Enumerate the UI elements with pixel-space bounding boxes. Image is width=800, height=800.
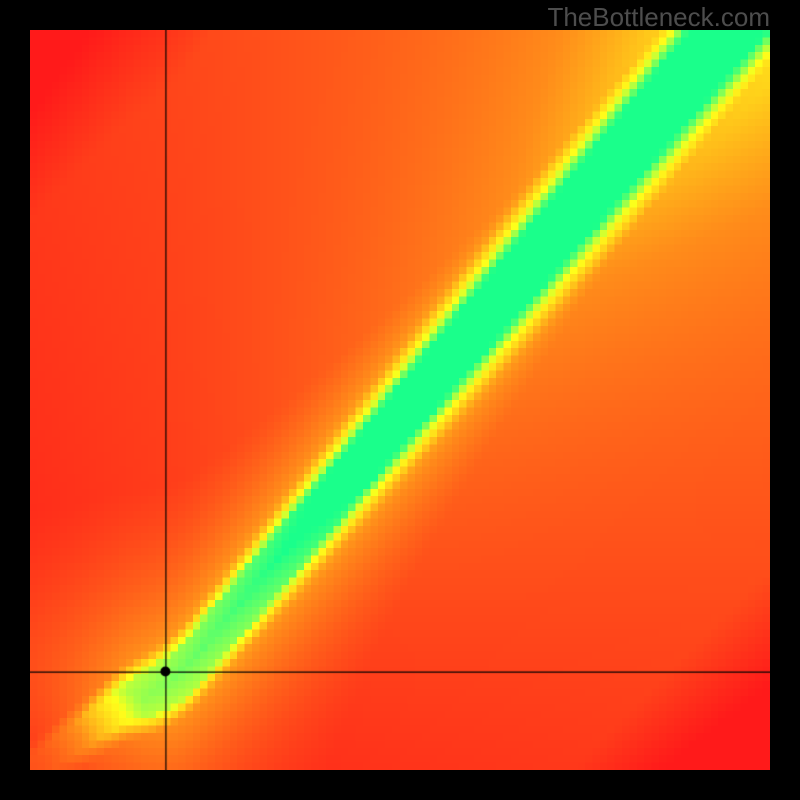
bottleneck-heatmap <box>30 30 770 770</box>
figure-container: TheBottleneck.com <box>0 0 800 800</box>
watermark-text: TheBottleneck.com <box>547 2 770 33</box>
